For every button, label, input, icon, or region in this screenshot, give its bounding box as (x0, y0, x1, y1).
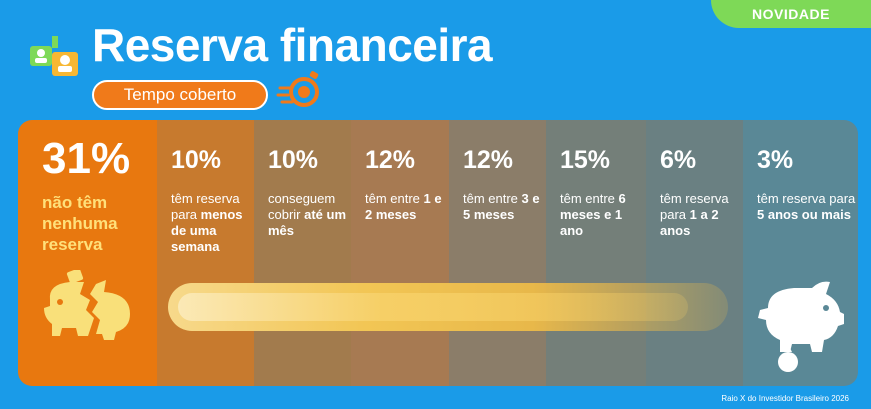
percent-value: 31% (42, 134, 131, 183)
column-description: têm reserva para menos de uma semana (171, 191, 243, 254)
coverage-bar (168, 283, 728, 331)
column-description: não têm nenhuma reserva (42, 193, 118, 254)
percent-value: 12% (463, 146, 514, 174)
percent-value: 15% (560, 146, 611, 174)
column-1-2-months: 12% têm entre 1 e 2 meses (351, 120, 449, 386)
clock-icon (276, 71, 319, 107)
page-title: Reserva financeira (92, 19, 493, 71)
percent-value: 12% (365, 146, 416, 174)
column-less-week: 10% têm reserva para menos de uma semana (157, 120, 254, 386)
piggy-bank-icon (758, 281, 844, 372)
column-description: têm reserva para 1 a 2 anos (660, 191, 729, 238)
people-icon (30, 36, 78, 76)
column-6-months-1-year: 15% têm entre 6 meses e 1 ano (546, 120, 646, 386)
tempo-coberto-label: Tempo coberto (92, 80, 268, 110)
column-description: têm entre 6 meses e 1 ano (560, 191, 626, 238)
column-description: têm entre 1 e 2 meses (365, 191, 442, 222)
novidade-badge: NOVIDADE (711, 0, 871, 28)
column-description: têm reserva para 5 anos ou mais (757, 191, 856, 222)
column-no-reserve: 31% não têm nenhuma reserva (18, 120, 157, 386)
percent-value: 10% (268, 146, 319, 174)
column-description: conseguem cobrir até um mês (268, 191, 347, 238)
percent-value: 3% (757, 146, 794, 174)
source-footer: Raio X do Investidor Brasileiro 2026 (721, 394, 849, 403)
column-3-5-months: 12% têm entre 3 e 5 meses (449, 120, 546, 386)
reserve-panel: 31% não têm nenhuma reserva 10% têm rese… (18, 120, 858, 386)
column-description: têm entre 3 e 5 meses (463, 191, 540, 222)
broken-piggy-bank-icon (44, 270, 130, 340)
percent-value: 6% (660, 146, 697, 174)
column-1-2-years: 6% têm reserva para 1 a 2 anos (646, 120, 743, 386)
percent-value: 10% (171, 146, 222, 174)
column-up-to-month: 10% conseguem cobrir até um mês (254, 120, 351, 386)
